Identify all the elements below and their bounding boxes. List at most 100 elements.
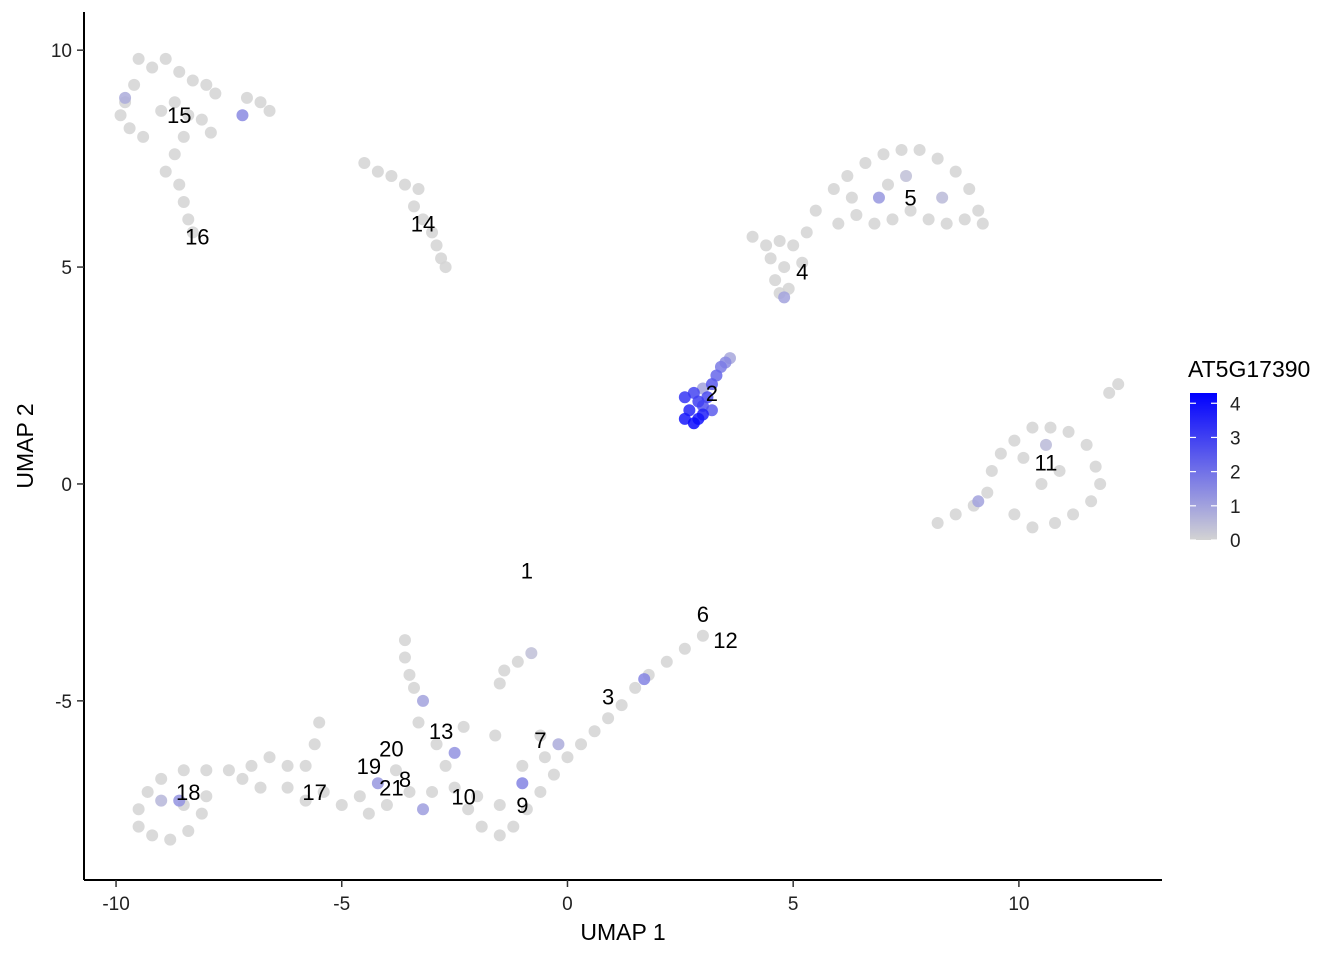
cluster-label: 17 [302,780,326,805]
point [362,807,375,820]
cluster-label: 15 [167,103,191,128]
point [796,256,809,269]
point [859,156,872,169]
point [114,109,127,122]
point [200,78,213,91]
cluster-label: 12 [713,628,737,653]
point [850,209,863,222]
point [299,759,312,772]
point [602,712,615,725]
cluster-label: 8 [399,767,411,792]
point [832,217,845,230]
x-tick-label: 5 [788,894,799,915]
point [412,182,425,195]
point [146,61,159,74]
point [511,655,524,668]
point [678,391,691,404]
y-tick-label: 0 [61,475,72,496]
point [1080,438,1093,451]
point [764,252,777,265]
point [1094,477,1107,490]
point [299,794,312,807]
point [132,52,145,65]
point [692,395,705,408]
point [236,109,249,122]
point [254,781,267,794]
point [778,261,791,274]
point [493,798,506,811]
point [335,798,348,811]
point [922,213,935,226]
point [281,759,294,772]
point [173,65,186,78]
point [236,772,249,785]
point [119,91,132,104]
point [1089,460,1102,473]
cluster-label: 21 [379,776,403,801]
x-tick-label: 0 [562,894,573,915]
point [182,213,195,226]
point [426,226,439,239]
point [448,746,461,759]
x-tick-label: -10 [102,894,129,915]
point [678,412,691,425]
point [1103,386,1116,399]
cluster-label: 10 [451,784,475,809]
point [778,291,791,304]
point [398,178,411,191]
point [913,143,926,156]
point [498,664,511,677]
point [972,204,985,217]
colorbar-tick-label: 2 [1230,463,1241,484]
cluster-label: 16 [185,225,209,250]
y-axis-title: UMAP 2 [12,403,38,488]
point [701,391,714,404]
point [371,165,384,178]
point [1067,508,1080,521]
point [132,820,145,833]
point [141,785,154,798]
point [200,764,213,777]
point [132,803,145,816]
colorbar-tick-label: 0 [1230,531,1241,552]
x-axis-title: UMAP 1 [580,919,665,945]
point [931,516,944,529]
colorbar-tick-label: 3 [1230,428,1241,449]
point [407,200,420,213]
point [403,668,416,681]
point [389,764,402,777]
point [173,794,186,807]
point [177,764,190,777]
point [254,96,267,109]
x-tick-label: 10 [1008,894,1029,915]
point [1112,378,1125,391]
point [940,217,953,230]
point [493,677,506,690]
point [985,464,998,477]
point [575,738,588,751]
point [168,96,181,109]
point [769,274,782,287]
point [881,178,894,191]
point [552,738,565,751]
point [493,829,506,842]
point [1035,477,1048,490]
cluster-label: 5 [904,186,916,211]
cluster-label: 7 [534,728,546,753]
point [507,820,520,833]
point [994,447,1007,460]
point [439,261,452,274]
point [841,169,854,182]
point [904,204,917,217]
y-tick-label: -5 [55,692,72,713]
point [398,634,411,647]
point [534,729,547,742]
point [222,764,235,777]
point [800,226,813,239]
point [705,378,718,391]
points [114,52,1125,846]
point [281,781,294,794]
point [1062,425,1075,438]
point [177,130,190,143]
point [385,169,398,182]
